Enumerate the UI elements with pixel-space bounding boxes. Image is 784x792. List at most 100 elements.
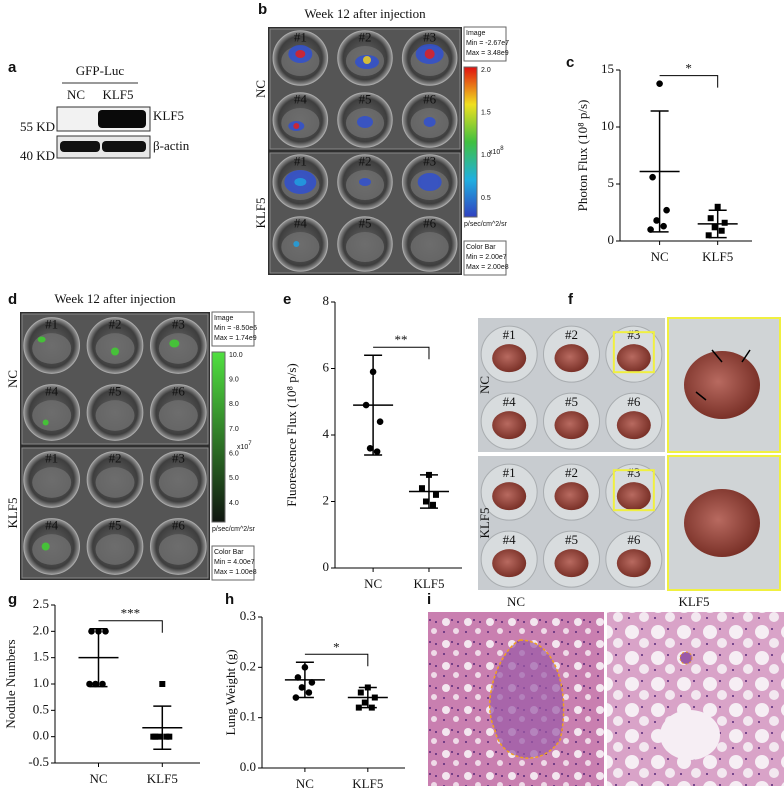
- group-label: KLF5: [253, 197, 268, 228]
- well-label: #4: [294, 215, 308, 230]
- scale-tick-label: 4.0: [229, 500, 239, 507]
- panel-letter: g: [8, 591, 17, 608]
- lung-tissue: [410, 231, 449, 263]
- y-tick-label: 0.0: [33, 728, 49, 743]
- well-label: #1: [45, 450, 58, 465]
- y-tick-label: 0: [608, 232, 615, 247]
- well-label: #2: [359, 153, 372, 168]
- y-axis-label: Nodule Numbers: [3, 639, 18, 728]
- significance-label: *: [333, 639, 340, 654]
- well-label: #2: [565, 465, 578, 480]
- group-label: KLF5: [477, 507, 492, 538]
- lung: [492, 482, 527, 511]
- significance-bracket: [98, 620, 163, 633]
- data-point: [663, 206, 670, 214]
- well-label: #5: [359, 215, 372, 230]
- data-point: [150, 733, 157, 740]
- scale-unit-base: x10: [489, 149, 500, 156]
- panel-letter: f: [568, 291, 574, 308]
- tumor-outline: [679, 651, 693, 665]
- histology-klf5: [607, 612, 784, 786]
- panel-letter: c: [566, 54, 574, 71]
- legend-box: [463, 240, 507, 276]
- color-scale: [211, 351, 226, 523]
- x-tick-label: NC: [651, 249, 669, 264]
- signal: [424, 49, 435, 59]
- legend-text: Max = 1.74e9: [214, 335, 257, 342]
- scale-tick-label: 8.0: [229, 401, 239, 408]
- image-label: NC: [507, 594, 525, 609]
- group-label: NC: [5, 370, 20, 388]
- airspace: [660, 710, 720, 760]
- lung-tissue: [32, 400, 72, 431]
- well-label: #1: [45, 316, 58, 331]
- x-tick-label: KLF5: [413, 576, 444, 591]
- scale-unit: x108: [489, 146, 504, 156]
- scale-tick-label: 7.0: [229, 426, 239, 433]
- legend-text: Max = 3.48e9: [466, 50, 509, 57]
- y-axis-label: Photon Flux (10⁸ p/s): [575, 100, 590, 212]
- data-point: [366, 445, 374, 452]
- y-tick-label: 1.5: [33, 649, 49, 664]
- well-label: #1: [294, 29, 307, 44]
- well-label: #3: [423, 29, 436, 44]
- scale-tick-label: 0.5: [481, 195, 491, 202]
- lung: [616, 482, 651, 511]
- panel-letter: d: [8, 291, 17, 308]
- blot-header: GFP-Luc: [76, 63, 125, 78]
- lung: [492, 549, 527, 578]
- well-label: #3: [172, 316, 185, 331]
- lane-label: KLF5: [102, 87, 133, 102]
- x-tick-label: NC: [296, 776, 314, 791]
- signal: [417, 173, 442, 191]
- significance-bracket: [373, 346, 430, 360]
- data-point: [649, 173, 656, 181]
- lung: [554, 411, 589, 440]
- y-tick-label: 4: [323, 426, 330, 441]
- mw-marker: 40 KD: [20, 148, 55, 163]
- data-point: [298, 684, 306, 691]
- y-tick-label: 0.0: [240, 759, 256, 774]
- well-label: #4: [503, 394, 517, 409]
- legend-box: [463, 26, 507, 62]
- well-label: #4: [503, 532, 517, 547]
- well-label: #2: [109, 316, 122, 331]
- lung: [616, 549, 651, 578]
- scale-tick-label: 1.0: [481, 152, 491, 159]
- group-label: NC: [253, 80, 268, 98]
- image-label: KLF5: [678, 594, 709, 609]
- lung: [492, 411, 527, 440]
- data-point: [373, 448, 381, 455]
- data-point: [711, 224, 718, 231]
- lung-tissue: [158, 333, 198, 364]
- data-point: [429, 501, 436, 508]
- band-label: β-actin: [153, 138, 190, 153]
- lung-tissue: [32, 333, 72, 364]
- band: [98, 110, 146, 128]
- data-point: [707, 215, 714, 222]
- signal: [359, 178, 371, 186]
- data-point: [294, 674, 302, 681]
- well-label: #1: [503, 465, 516, 480]
- y-axis-label: Fluorescence Flux (10⁸ p/s): [284, 363, 299, 507]
- y-tick-label: 10: [601, 118, 614, 133]
- well-label: #2: [565, 327, 578, 342]
- signal: [363, 56, 371, 64]
- lung-tissue: [345, 231, 385, 263]
- lung: [616, 344, 651, 373]
- legend-text: Max = 2.00e8: [466, 264, 509, 271]
- legend-text: Color Bar: [214, 549, 244, 556]
- lung: [554, 482, 589, 511]
- panel-letter: a: [8, 59, 17, 76]
- well-label: #6: [423, 91, 437, 106]
- signal: [294, 178, 307, 186]
- mw-marker: 55 KD: [20, 119, 55, 134]
- signal: [42, 419, 49, 426]
- well-label: #6: [627, 394, 641, 409]
- data-point: [99, 680, 106, 688]
- lung-tissue: [158, 534, 198, 565]
- y-tick-label: 1.0: [33, 675, 49, 690]
- panel-letter: b: [258, 1, 267, 18]
- legend-text: Max = 1.00e8: [214, 569, 257, 576]
- scale-tick-label: 5.0: [229, 475, 239, 482]
